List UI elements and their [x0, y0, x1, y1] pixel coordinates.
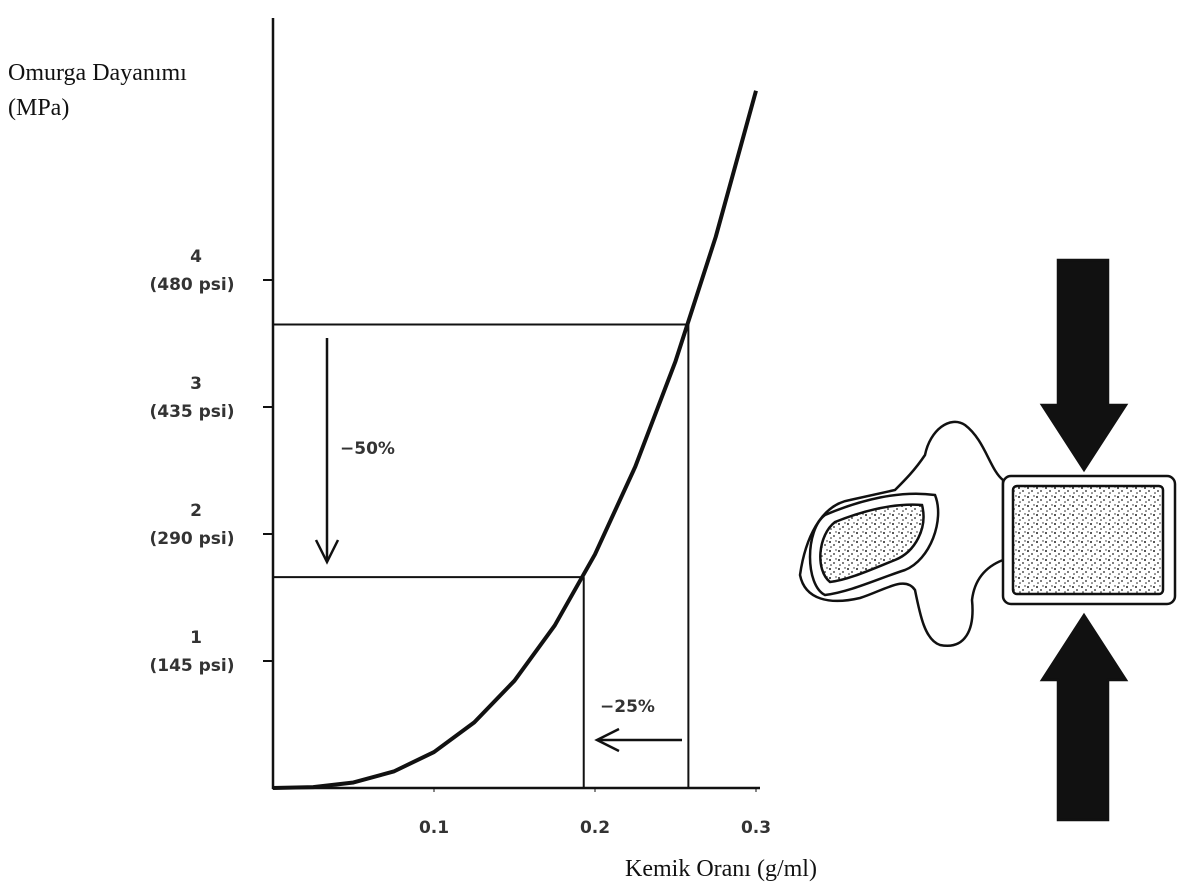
y-axis-title: (MPa) [8, 95, 69, 121]
y-tick-sublabel: (480 psi) [149, 275, 234, 295]
y-tick-sublabel: (145 psi) [149, 656, 234, 676]
annotation: −25% [600, 697, 655, 717]
arrow [597, 729, 682, 751]
chart: Omurga Dayanımı (MPa) Kemik Oranı (g/ml)… [0, 0, 1188, 890]
y-tick-label: 1 [190, 628, 202, 648]
y-axis-title: Omurga Dayanımı [8, 60, 187, 86]
y-tick-label: 3 [190, 374, 202, 394]
y-tick-sublabel: (290 psi) [149, 529, 234, 549]
page: Omurga Dayanımı (MPa) Kemik Oranı (g/ml)… [0, 0, 1188, 890]
x-tick-label: 0.2 [580, 818, 610, 838]
x-axis-title: Kemik Oranı (g/ml) [625, 856, 817, 882]
vertebra-illustration [800, 260, 1175, 820]
x-tick-label: 0.3 [741, 818, 771, 838]
y-tick-label: 2 [190, 501, 202, 521]
annotation: −50% [340, 439, 395, 459]
y-tick-label: 4 [190, 247, 202, 267]
x-tick-label: 0.1 [419, 818, 449, 838]
y-tick-sublabel: (435 psi) [149, 402, 234, 422]
arrow [316, 338, 338, 562]
